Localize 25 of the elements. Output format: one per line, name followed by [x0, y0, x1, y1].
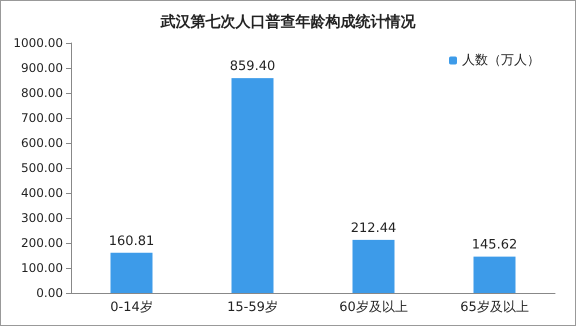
text: 859.40 — [230, 59, 276, 74]
y-tick-label: 300.00 — [21, 211, 63, 225]
x-tick-label: 15-59岁 — [227, 300, 278, 315]
bar — [474, 256, 516, 293]
bar — [110, 252, 152, 293]
y-tick-label: 800.00 — [21, 86, 63, 100]
bar — [232, 78, 274, 293]
legend-label: 人数（万人） — [462, 53, 540, 68]
x-tick-label: 0-14岁 — [110, 300, 153, 315]
y-tick-label: 200.00 — [21, 236, 63, 250]
y-tick-label: 700.00 — [21, 111, 63, 125]
text: 212.44 — [350, 220, 396, 236]
chart-title: 武汉第七次人口普查年龄构成统计情况 — [160, 12, 416, 30]
x-tick-label: 65岁及以上 — [460, 300, 529, 315]
text: 145.62 — [472, 238, 518, 253]
y-tick-label: 100.00 — [21, 261, 63, 275]
text: 160.81 — [108, 234, 154, 249]
x-tick-label: 60岁及以上 — [339, 300, 408, 315]
y-tick-label: 600.00 — [21, 136, 63, 150]
y-tick-label: 900.00 — [21, 61, 63, 75]
bar — [352, 240, 394, 293]
y-tick-label: 500.00 — [21, 161, 63, 175]
y-tick-label: 400.00 — [21, 186, 63, 200]
y-tick-label: 1000.00 — [13, 36, 63, 50]
y-tick-label: 0.00 — [36, 286, 63, 300]
